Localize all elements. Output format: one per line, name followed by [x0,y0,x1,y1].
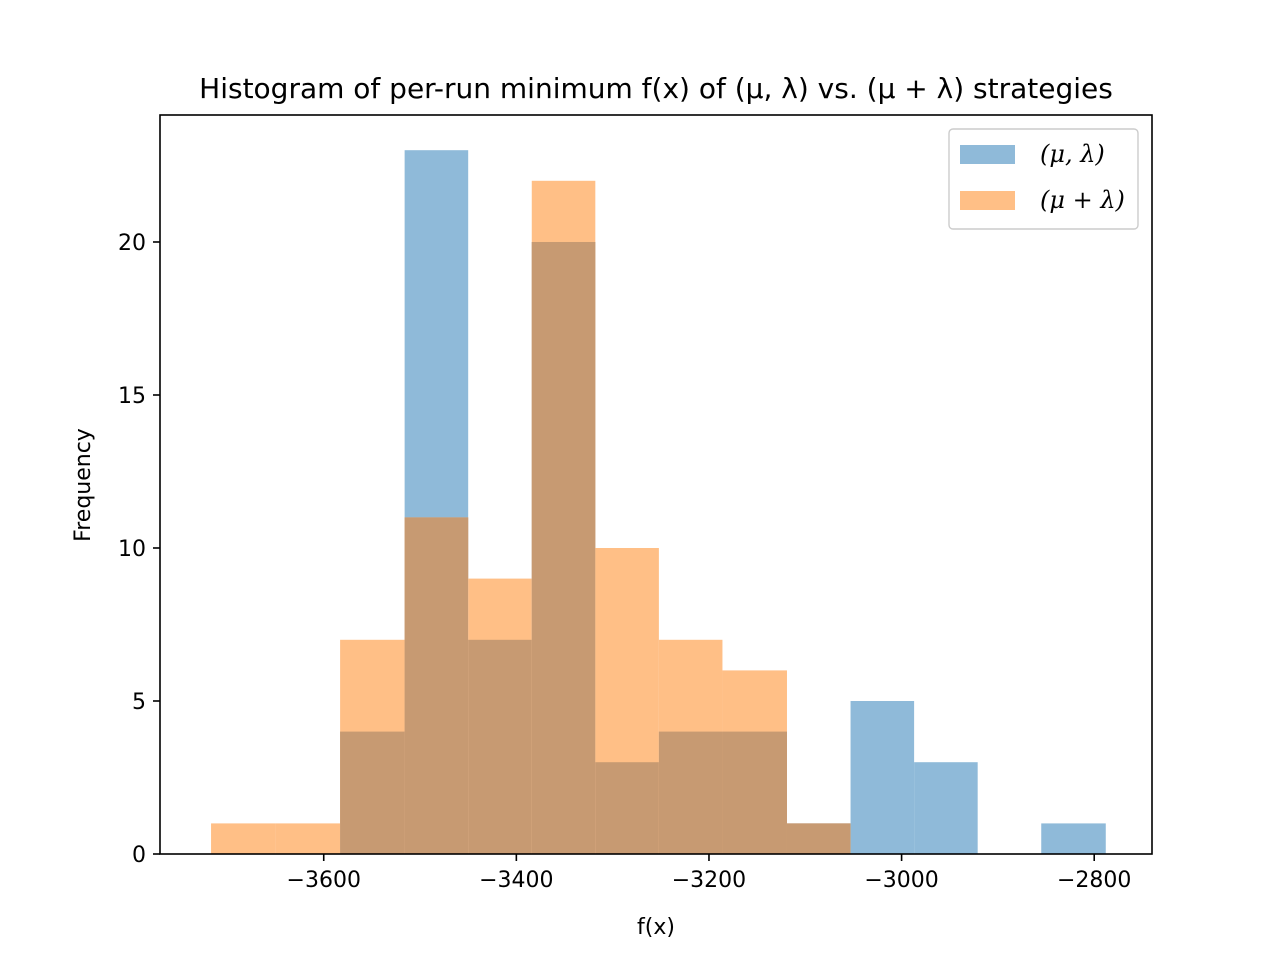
legend-swatch-mu-plus-lambda [960,191,1015,210]
bars-layer [211,150,1106,855]
y-tick-label: 5 [132,690,146,715]
y-tick-label: 10 [118,537,146,562]
y-tick-label: 20 [118,231,146,256]
bar-overlap-6 [595,762,659,854]
bar-mu-plus-lambda-0 [211,823,276,854]
bar-overlap-8 [722,731,787,854]
legend-label-mu-comma-lambda: (μ, λ) [1040,140,1105,168]
x-tick-label: −2800 [1057,868,1131,893]
x-axis-label: f(x) [637,915,675,940]
y-axis-label: Frequency [71,428,96,542]
x-axis: −3600 −3400 −3200 −3000 −2800 [287,854,1131,893]
bar-mu-comma-lambda-8 [850,700,915,854]
plot-frame [159,114,1153,855]
bar-mu-plus-lambda-1 [275,823,341,854]
x-tick-label: −3000 [864,868,938,893]
y-axis: 0 5 10 15 20 [118,231,160,868]
bar-overlap-7 [658,731,723,854]
bar-overlap-4 [468,639,532,854]
bar-mu-comma-lambda-11 [1041,823,1106,854]
x-tick-label: −3400 [479,868,553,893]
y-tick-label: 0 [132,843,146,868]
chart-title: Histogram of per-run minimum f(x) of (μ,… [199,72,1113,105]
x-tick-label: −3200 [672,868,746,893]
legend-swatch-mu-comma-lambda [960,145,1015,164]
bar-overlap-5 [531,241,596,855]
bar-overlap-2 [340,731,405,854]
bar-mu-comma-lambda-9 [914,762,978,854]
legend: (μ, λ) (μ + λ) [948,128,1139,230]
x-tick-label: −3600 [287,868,361,893]
bar-overlap-9 [786,823,851,854]
y-tick-label: 15 [118,384,146,409]
legend-label-mu-plus-lambda: (μ + λ) [1040,186,1125,214]
bar-overlap-3 [404,517,469,854]
